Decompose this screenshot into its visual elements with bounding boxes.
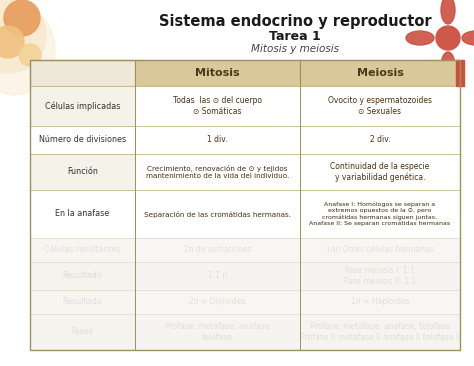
Text: 2n de somaticoes: 2n de somaticoes [184,246,251,254]
Bar [30,262,460,290]
Bar [30,290,135,314]
Bar [300,86,460,126]
Text: 1nn Otras células hermanas: 1nn Otras células hermanas [326,246,434,254]
Text: Anafase I: Homólogos se separan a
extremos opuestos de la ⊙, pero
cromátidas her: Anafase I: Homólogos se separan a extrem… [310,202,451,226]
Text: Células resultantes: Células resultantes [44,246,121,254]
Ellipse shape [406,31,434,45]
Bar [30,60,460,350]
Bar [300,190,460,238]
Text: Función: Función [67,168,98,176]
Bar [135,86,300,126]
Text: Mitosis y meiosis: Mitosis y meiosis [251,44,339,54]
Bar [135,190,300,238]
Bar [135,238,300,262]
Bar [300,262,460,290]
Text: Sistema endocrino y reproductor: Sistema endocrino y reproductor [159,14,431,29]
Text: Meiosis: Meiosis [356,68,403,78]
Text: Resultado: Resultado [63,298,102,306]
Text: Continuidad de la especie
y variabilidad genética.: Continuidad de la especie y variabilidad… [330,162,430,182]
Ellipse shape [441,52,455,80]
Text: Todas  las ⊙ del cuerpo
⊙ Somáticas: Todas las ⊙ del cuerpo ⊙ Somáticas [173,96,262,116]
Bar [135,290,300,314]
Circle shape [0,26,24,58]
Text: 1 div.: 1 div. [207,135,228,145]
Text: Resultado: Resultado [63,272,102,280]
Text: Número de divisiones: Número de divisiones [39,135,126,145]
Bar [300,126,460,154]
Text: En la anafase: En la anafase [55,209,109,219]
Bar [30,190,135,238]
Bar [135,154,300,190]
Circle shape [19,44,41,66]
Bar [135,60,300,86]
Text: Profase, metafase, anafase, telofase
Profase II metafase II anafase II telofase : Profase, metafase, anafase, telofase Pro… [300,322,460,342]
Text: Fase meiosis I: 1:1
Fase meiosis II: 1:1: Fase meiosis I: 1:1 Fase meiosis II: 1:1 [344,266,416,286]
Ellipse shape [441,0,455,24]
Bar [30,314,460,350]
Bar [30,290,460,314]
Bar [30,86,135,126]
Bar [300,60,460,86]
Text: Células implicadas: Células implicadas [45,101,120,111]
Bar [30,126,135,154]
Bar [300,154,460,190]
Bar [300,314,460,350]
Bar [30,154,135,190]
Text: Ovocito y espermatozoides
⊙ Sexuales: Ovocito y espermatozoides ⊙ Sexuales [328,96,432,116]
Bar [30,238,135,262]
Bar [30,238,460,262]
Bar [300,238,460,262]
Text: Profase, metafase, anafase
telofase: Profase, metafase, anafase telofase [165,322,270,342]
Text: Crecimiento, renovación de ⊙ y tejidos
mantenimiento de la vida del individuo.: Crecimiento, renovación de ⊙ y tejidos m… [146,165,289,179]
Bar [30,314,135,350]
Text: Mitosis: Mitosis [195,68,240,78]
Ellipse shape [0,5,55,95]
Circle shape [436,26,460,50]
Bar [456,60,464,86]
Bar [30,60,135,86]
Text: Separación de las cromátidas hermanas.: Separación de las cromátidas hermanas. [144,210,291,217]
Text: Fases: Fases [72,328,93,336]
Bar [135,314,300,350]
Text: Tarea 1: Tarea 1 [269,30,321,43]
Circle shape [0,0,46,73]
Bar [135,126,300,154]
Bar [30,262,135,290]
Text: 1n = Haploides: 1n = Haploides [351,298,410,306]
Text: 2 div.: 2 div. [370,135,390,145]
Bar [135,262,300,290]
Text: 1:1 n: 1:1 n [208,272,227,280]
Circle shape [4,0,40,36]
Ellipse shape [462,31,474,45]
Bar [300,290,460,314]
Text: 2n = Diploides: 2n = Diploides [189,298,246,306]
